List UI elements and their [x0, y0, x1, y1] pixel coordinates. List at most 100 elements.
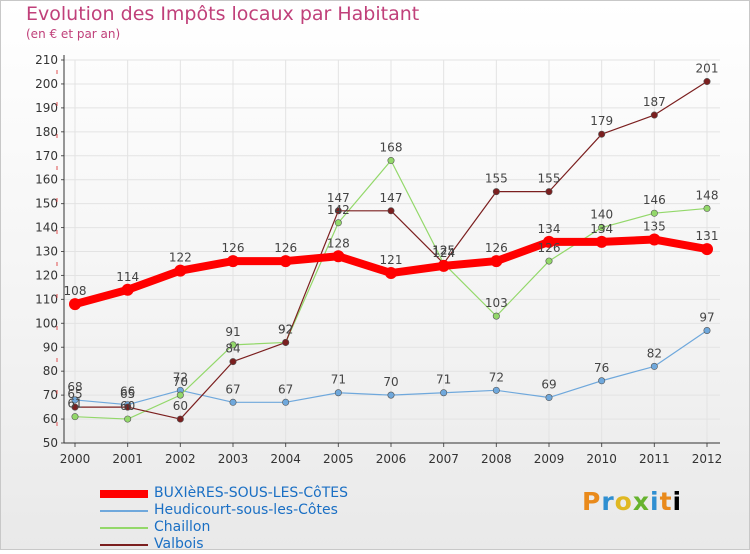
x-tick-label: 2009 — [534, 452, 565, 466]
data-point-3 — [387, 207, 395, 215]
chart-title: Evolution des Impôts locaux par Habitant — [26, 3, 420, 25]
y-tick-label: 150 — [35, 197, 58, 211]
data-point-3 — [545, 188, 553, 196]
data-label-3: 147 — [380, 191, 403, 205]
data-point-1 — [440, 389, 448, 397]
data-label-2: 140 — [590, 208, 613, 222]
data-point-1 — [545, 394, 553, 402]
data-label-3: 201 — [696, 62, 719, 76]
data-label-0: 131 — [696, 229, 719, 243]
data-point-1 — [71, 396, 79, 404]
data-label-2: 126 — [538, 241, 561, 255]
x-tick-label: 2010 — [586, 452, 617, 466]
y-tick-label: 90 — [43, 340, 58, 354]
y-tick-label: 120 — [35, 268, 58, 282]
x-tick-label: 2012 — [692, 452, 723, 466]
data-point-3 — [598, 130, 606, 138]
data-point-0 — [595, 235, 608, 248]
data-label-3: 65 — [67, 387, 82, 401]
chart-subtitle: (en € et par an) — [26, 27, 121, 41]
data-label-2: 142 — [327, 203, 350, 217]
data-point-2 — [229, 341, 237, 349]
data-point-2 — [124, 415, 132, 423]
data-label-0: 126 — [485, 241, 508, 255]
x-tick-label: 2001 — [112, 452, 143, 466]
y-tick-label: 170 — [35, 149, 58, 163]
data-point-0 — [332, 250, 345, 263]
data-point-3 — [703, 78, 711, 86]
data-label-1: 71 — [436, 373, 451, 387]
data-point-0 — [227, 255, 239, 268]
data-label-3: 60 — [173, 399, 188, 413]
data-label-2: 148 — [696, 188, 719, 202]
x-tick-label: 2008 — [481, 452, 512, 466]
data-point-2 — [387, 157, 395, 165]
data-label-3: 65 — [120, 387, 135, 401]
data-point-1 — [229, 398, 237, 406]
data-label-0: 124 — [432, 246, 455, 260]
y-tick-label: 70 — [43, 388, 58, 402]
data-point-0 — [121, 283, 134, 296]
data-label-0: 135 — [643, 220, 666, 234]
x-tick-label: 2007 — [428, 452, 459, 466]
data-point-2 — [598, 224, 606, 232]
data-point-1 — [387, 391, 395, 399]
legend-swatch — [100, 490, 148, 498]
data-label-2: 60 — [120, 399, 135, 413]
data-label-1: 66 — [120, 385, 135, 399]
x-tick-label: 2004 — [270, 452, 301, 466]
data-label-0: 114 — [116, 270, 139, 284]
data-point-3 — [229, 358, 237, 366]
data-label-1: 72 — [173, 370, 188, 384]
y-tick-label: 190 — [35, 101, 58, 115]
data-label-1: 69 — [541, 378, 556, 392]
data-point-1 — [282, 398, 290, 406]
x-tick-label: 2005 — [323, 452, 354, 466]
data-label-2: 92 — [278, 322, 293, 336]
data-point-0 — [543, 235, 555, 248]
data-point-3 — [650, 111, 658, 119]
data-label-2: 70 — [173, 375, 188, 389]
data-point-3 — [282, 338, 290, 346]
data-point-3 — [124, 403, 132, 411]
data-label-3: 92 — [278, 322, 293, 336]
data-point-3 — [334, 207, 342, 215]
data-label-3: 147 — [327, 191, 350, 205]
data-label-0: 128 — [327, 236, 350, 250]
data-label-0: 134 — [590, 222, 613, 236]
data-label-1: 70 — [383, 375, 398, 389]
y-tick-label: 200 — [35, 77, 58, 91]
data-label-0: 108 — [64, 284, 87, 298]
x-tick-label: 2011 — [639, 452, 670, 466]
data-point-2 — [334, 219, 342, 227]
data-point-0 — [279, 255, 292, 268]
data-label-3: 84 — [225, 342, 240, 356]
legend-swatch — [100, 510, 148, 512]
data-point-0 — [174, 264, 187, 277]
data-label-2: 91 — [225, 325, 240, 339]
data-label-0: 126 — [274, 241, 297, 255]
legend-swatch — [100, 527, 148, 529]
data-point-2 — [545, 257, 553, 265]
data-label-1: 82 — [647, 346, 662, 360]
y-tick-label: 210 — [35, 53, 58, 67]
y-tick-label: 140 — [35, 221, 58, 235]
data-point-1 — [703, 326, 711, 334]
proxiti-logo: Proxiti — [582, 487, 683, 516]
legend-label: BUXIèRES-SOUS-LES-CôTES — [154, 485, 348, 501]
legend-swatch — [100, 544, 148, 546]
data-label-1: 67 — [278, 382, 293, 396]
data-point-2 — [71, 413, 79, 421]
y-tick-label: 80 — [43, 364, 58, 378]
data-label-1: 76 — [594, 361, 609, 375]
y-tick-label: 110 — [35, 292, 58, 306]
data-label-2: 125 — [432, 243, 455, 257]
data-point-0 — [701, 243, 713, 256]
data-point-2 — [650, 209, 658, 217]
data-point-2 — [492, 312, 500, 320]
data-label-3: 179 — [590, 114, 613, 128]
data-label-1: 97 — [699, 310, 714, 324]
data-point-1 — [492, 386, 500, 394]
x-tick-label: 2002 — [165, 452, 196, 466]
y-tick-label: 160 — [35, 173, 58, 187]
